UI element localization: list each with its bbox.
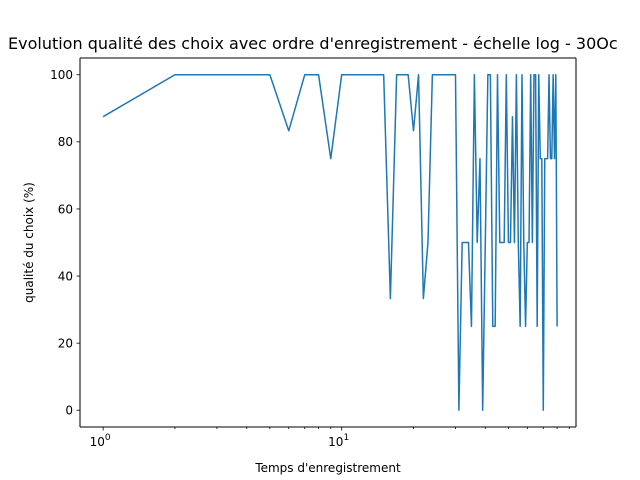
plot-area	[102, 74, 558, 411]
x-tick-label-exponent: 1	[343, 433, 349, 443]
y-axis: 0 20 40 60 80 100	[50, 68, 80, 418]
y-tick-label: 100	[50, 68, 73, 82]
y-tick-label: 20	[58, 336, 73, 350]
y-axis-label: qualité du choix (%)	[22, 182, 36, 303]
y-tick-label: 80	[58, 135, 73, 149]
y-tick-label: 60	[58, 202, 73, 216]
x-tick-label-base: 10	[328, 435, 343, 449]
x-tick-label-base: 10	[90, 435, 105, 449]
x-tick-label-exponent: 0	[105, 433, 111, 443]
axes-frame	[79, 57, 577, 428]
series-line	[102, 74, 558, 411]
y-tick-label: 40	[58, 269, 73, 283]
x-axis-label: Temps d'enregistrement	[254, 461, 401, 475]
chart-title: Evolution qualité des choix avec ordre d…	[8, 34, 618, 53]
x-tick-label: 100	[90, 433, 111, 449]
x-tick-label: 101	[328, 433, 349, 449]
y-tick-label: 0	[65, 404, 73, 418]
